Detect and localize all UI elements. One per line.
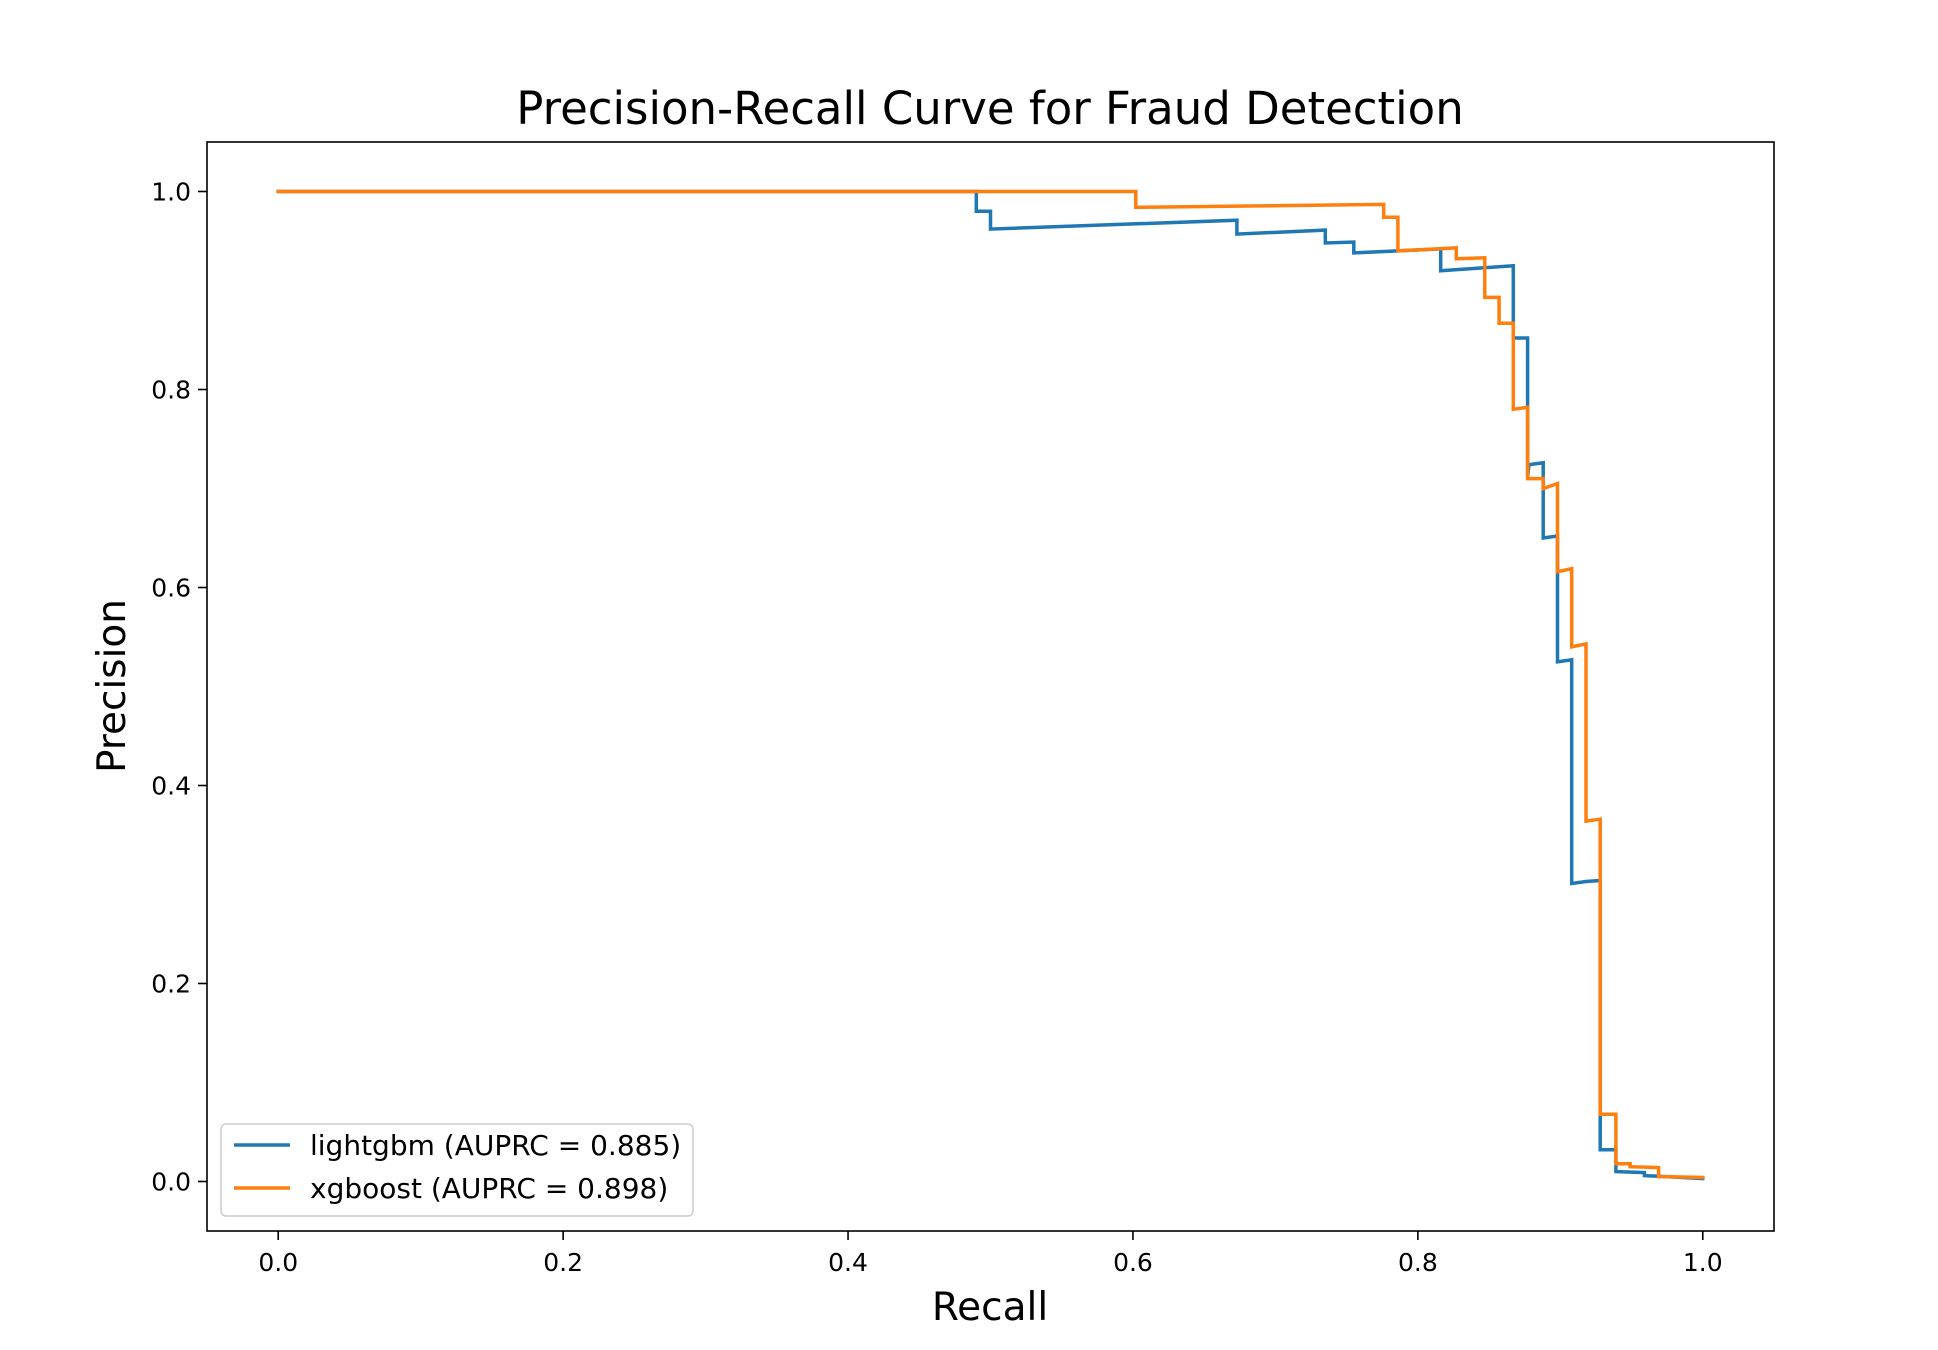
y-tick-label: 0.2: [151, 970, 191, 999]
plot-area: [206, 141, 1775, 1232]
legend: lightgbm (AUPRC = 0.885) xgboost (AUPRC …: [220, 1123, 694, 1217]
y-axis-label: Precision: [90, 599, 135, 773]
y-tick-label: 0.6: [151, 574, 191, 603]
x-tick-label: 0.6: [1113, 1248, 1153, 1277]
x-tick-label: 0.4: [828, 1248, 868, 1277]
legend-label-xgboost: xgboost (AUPRC = 0.898): [310, 1172, 668, 1205]
legend-label-lightgbm: lightgbm (AUPRC = 0.885): [310, 1129, 681, 1162]
x-axis-label: Recall: [932, 1285, 1048, 1330]
chart-title: Precision-Recall Curve for Fraud Detecti…: [516, 82, 1464, 135]
y-tick-label: 1.0: [151, 178, 191, 207]
series-layer: [276, 189, 1705, 1181]
x-tick-label: 0.2: [543, 1248, 583, 1277]
y-tick-label: 0.8: [151, 376, 191, 405]
plot-frame: [206, 141, 1775, 1232]
y-axis: 0.0 0.2 0.4 0.6 0.8 1.0: [151, 178, 207, 1197]
plot-background: [207, 142, 1774, 1231]
x-axis: 0.0 0.2 0.4 0.6 0.8 1.0: [258, 1231, 1723, 1277]
x-tick-label: 1.0: [1683, 1248, 1723, 1277]
series-line-xgboost: [276, 189, 1705, 1180]
y-tick-label: 0.4: [151, 772, 191, 801]
x-tick-label: 0.0: [258, 1248, 298, 1277]
x-tick-label: 0.8: [1398, 1248, 1438, 1277]
legend-box: [220, 1123, 694, 1217]
y-tick-label: 0.0: [151, 1168, 191, 1197]
